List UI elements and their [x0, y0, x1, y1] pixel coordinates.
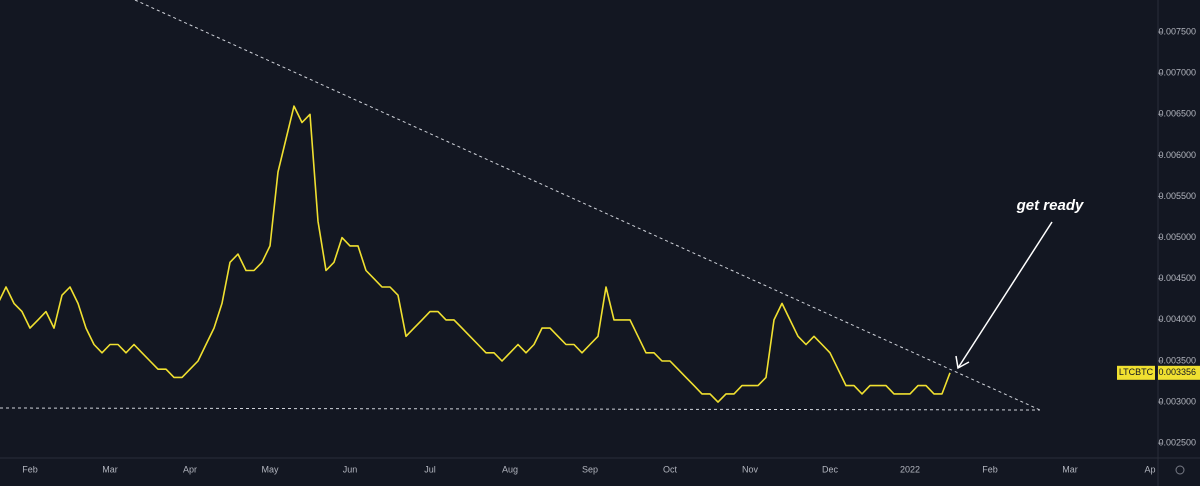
y-tick-label: 0.005000: [1158, 232, 1196, 242]
y-tick-label: 0.006000: [1158, 150, 1196, 160]
x-tick-label: Ap: [1144, 464, 1155, 474]
x-tick-label: Mar: [102, 464, 118, 474]
y-tick-label: 0.002500: [1158, 438, 1196, 448]
x-tick-label: May: [261, 464, 279, 474]
x-tick-label: Jun: [343, 464, 358, 474]
annotation-arrowhead: [955, 355, 970, 370]
last-price-label: 0.003356: [1158, 367, 1196, 377]
x-tick-label: Feb: [982, 464, 998, 474]
x-tick-label: Nov: [742, 464, 759, 474]
y-tick-label: 0.003000: [1158, 396, 1196, 406]
trendline-support: [0, 407, 1041, 411]
y-tick-label: 0.004000: [1158, 314, 1196, 324]
x-tick-label: Feb: [22, 464, 38, 474]
price-line: [0, 105, 951, 403]
x-tick-label: Mar: [1062, 464, 1078, 474]
y-tick-label: 0.007500: [1158, 26, 1196, 36]
annotation-arrow: [957, 221, 1053, 369]
x-tick-label: 2022: [900, 464, 920, 474]
x-tick-label: Sep: [582, 464, 598, 474]
x-tick-label: Oct: [663, 464, 678, 474]
last-price-box: [1158, 365, 1200, 380]
y-tick-label: 0.006500: [1158, 109, 1196, 119]
symbol-label: LTCBTC: [1119, 367, 1154, 377]
x-tick-label: Apr: [183, 464, 197, 474]
x-tick-label: Aug: [502, 464, 518, 474]
y-tick-label: 0.004500: [1158, 273, 1196, 283]
settings-icon[interactable]: [1175, 465, 1185, 475]
x-tick-label: Jul: [424, 464, 436, 474]
x-tick-label: Dec: [822, 464, 839, 474]
symbol-box: [1117, 365, 1155, 380]
y-tick-label: 0.003500: [1158, 355, 1196, 365]
annotation: get ready: [1016, 197, 1084, 214]
y-tick-label: 0.005500: [1158, 191, 1196, 201]
y-tick-label: 0.007000: [1158, 68, 1196, 78]
